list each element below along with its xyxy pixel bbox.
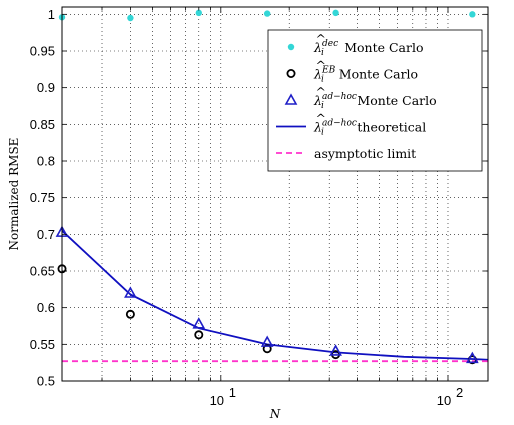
point-adhoc_mc: [192, 317, 206, 329]
point-adhoc_mc: [260, 335, 274, 347]
point-adhoc_mc: [124, 286, 137, 298]
x-tick-label: 10: [210, 393, 224, 408]
point-dec: [127, 14, 134, 22]
point-eb: [262, 344, 272, 354]
legend-symbol: λ: [313, 40, 322, 55]
x-tick-labels: 10 1 10 2: [210, 385, 464, 408]
legend-label-asymptotic: asymptotic limit: [314, 146, 416, 161]
series-dec: [58, 9, 476, 22]
legend-superscript: dec: [322, 39, 338, 49]
x-tick-label: 10: [437, 393, 451, 408]
x-tick-exponent: 2: [456, 385, 463, 400]
point-eb: [125, 309, 135, 319]
legend-superscript: ad−hoc: [322, 119, 357, 129]
legend-label-adhoc_theory: theoretical: [357, 120, 426, 135]
legend-swatch-adhoc_mc: [284, 93, 298, 105]
legend-symbol: λ: [313, 93, 322, 108]
data-series: [55, 9, 489, 365]
y-axis-label: Normalized RMSE: [7, 138, 21, 251]
legend-label-eb: Monte Carlo: [339, 67, 418, 82]
y-tick-label: 0.7: [37, 227, 55, 242]
legend-hat: ^: [316, 111, 326, 126]
x-tick-exponent: 1: [229, 385, 236, 400]
legend-hat: ^: [316, 58, 326, 73]
plot-frame: [61, 6, 489, 382]
legend-symbol: λ: [313, 120, 322, 135]
y-tick-labels: 0.5 0.55 0.6 0.65 0.7 0.75 0.8 0.85 0.9 0.95 1: [30, 7, 55, 389]
y-tick-label: 0.55: [30, 337, 55, 352]
legend-hat: ^: [316, 31, 326, 46]
y-tick-label: 0.75: [30, 190, 55, 205]
legend-label-dec: Monte Carlo: [344, 40, 423, 55]
y-tick-label: 0.8: [37, 154, 55, 169]
legend-subscript: i: [321, 48, 324, 58]
legend-subscript: i: [321, 101, 324, 111]
y-tick-label: 0.65: [30, 264, 55, 279]
point-dec: [332, 9, 339, 17]
point-eb: [194, 330, 204, 340]
point-dec: [263, 10, 271, 17]
legend-swatch-eb: [286, 69, 296, 79]
point-adhoc_mc: [329, 344, 342, 356]
legend-box: [267, 29, 483, 172]
point-adhoc_mc: [465, 351, 479, 364]
legend-hat: ^: [316, 84, 326, 99]
y-tick-label: 1: [48, 7, 55, 22]
legend-symbol: λ: [313, 67, 322, 82]
point-dec: [469, 11, 476, 18]
axis-ticks: [62, 7, 488, 382]
point-dec: [195, 9, 202, 17]
y-tick-label: 0.85: [30, 117, 55, 132]
y-tick-label: 0.9: [37, 80, 55, 95]
x-axis-label: N: [269, 407, 281, 421]
legend-subscript: i: [321, 75, 324, 85]
series-adhoc_theory: [61, 230, 489, 361]
y-tick-label: 0.5: [37, 374, 55, 389]
y-tick-label: 0.95: [30, 44, 55, 59]
series-adhoc_mc: [55, 225, 479, 364]
series-eb: [57, 264, 477, 365]
legend-subscript: i: [321, 128, 324, 138]
legend-swatch-dec: [287, 43, 295, 51]
legend-label-adhoc_mc: Monte Carlo: [357, 93, 436, 108]
legend-superscript: ad−hoc: [322, 92, 357, 102]
y-tick-label: 0.6: [37, 300, 55, 315]
legend-superscript: EB: [321, 66, 336, 76]
